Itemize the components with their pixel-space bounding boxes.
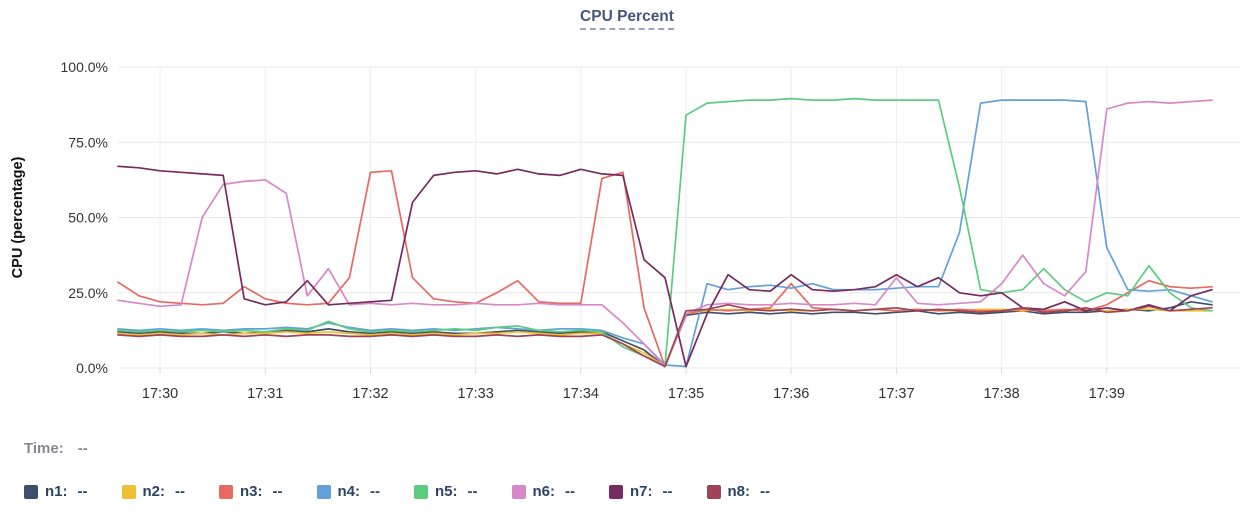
time-value: -- [77, 440, 88, 457]
legend-value: -- [467, 483, 478, 500]
chart-header: CPU Percent [17, 8, 1237, 40]
x-tick-label: 17:37 [878, 386, 914, 402]
legend-swatch-n3 [219, 484, 233, 499]
legend-swatch-n1 [24, 484, 38, 499]
legend-swatch-n2 [121, 484, 136, 499]
x-tick-label: 17:35 [668, 386, 704, 402]
y-tick-label: 25.0% [68, 285, 108, 301]
legend-swatch-n7 [609, 484, 623, 499]
x-tick-label: 17:33 [458, 386, 494, 402]
legend-value: -- [272, 483, 283, 500]
x-tick-label: 17:39 [1089, 386, 1125, 402]
legend-swatch-n8 [706, 484, 721, 499]
legend-label: n4: [337, 483, 361, 500]
legend-value: -- [77, 483, 88, 500]
y-tick-label: 100.0% [61, 59, 108, 75]
legend-label: n7: [630, 483, 653, 500]
legend-swatch-n6 [511, 484, 526, 499]
x-tick-label: 17:34 [563, 386, 599, 402]
legend-label: n2: [142, 483, 166, 500]
series-line-n8[interactable] [117, 303, 1213, 368]
y-tick-label: 0.0% [76, 360, 108, 376]
legend-label: n6: [532, 483, 556, 500]
legend-value: -- [662, 483, 673, 500]
legend-item-n3[interactable]: n3: -- [219, 483, 283, 500]
chart-legend: n1: -- n2: -- n3: -- n4: -- n5: -- n6: -- n7: -- n8: -- [24, 483, 770, 500]
chart-plot-area[interactable] [118, 67, 1240, 368]
legend-label: n3: [240, 483, 263, 500]
legend-value: -- [370, 483, 380, 500]
cpu-chart-svg[interactable]: 0.0% 25.0% 50.0% 75.0% 100.0% 17:30 17:31 17:32… [0, 40, 1254, 412]
legend-value: -- [175, 483, 185, 500]
legend-item-n2[interactable]: n2: -- [121, 483, 185, 500]
series-line-n7[interactable] [117, 165, 1213, 368]
y-axis-title: CPU (percentage) [10, 157, 26, 279]
legend-item-n4[interactable]: n4: -- [316, 483, 380, 500]
chart-title[interactable]: CPU Percent [580, 8, 674, 30]
y-tick-label: 75.0% [68, 134, 108, 150]
time-label: Time: [24, 440, 64, 457]
legend-item-n5[interactable]: n5: -- [414, 483, 478, 500]
legend-label: n5: [435, 483, 458, 500]
x-tick-label: 17:38 [983, 386, 1019, 402]
legend-item-n1[interactable]: n1: -- [24, 483, 88, 500]
legend-label: n8: [727, 483, 751, 500]
legend-item-n7[interactable]: n7: -- [609, 483, 673, 500]
hover-time-readout: Time: -- [24, 440, 88, 457]
legend-label: n1: [45, 483, 68, 500]
x-tick-label: 17:32 [352, 386, 388, 402]
y-tick-label: 50.0% [68, 210, 108, 226]
legend-value: -- [565, 483, 575, 500]
legend-item-n8[interactable]: n8: -- [706, 483, 770, 500]
x-tick-label: 17:30 [142, 386, 178, 402]
legend-value: -- [760, 483, 770, 500]
x-tick-label: 17:36 [773, 386, 809, 402]
x-tick-label: 17:31 [247, 386, 283, 402]
legend-swatch-n5 [414, 484, 428, 499]
legend-item-n6[interactable]: n6: -- [511, 483, 575, 500]
legend-swatch-n4 [316, 484, 331, 499]
